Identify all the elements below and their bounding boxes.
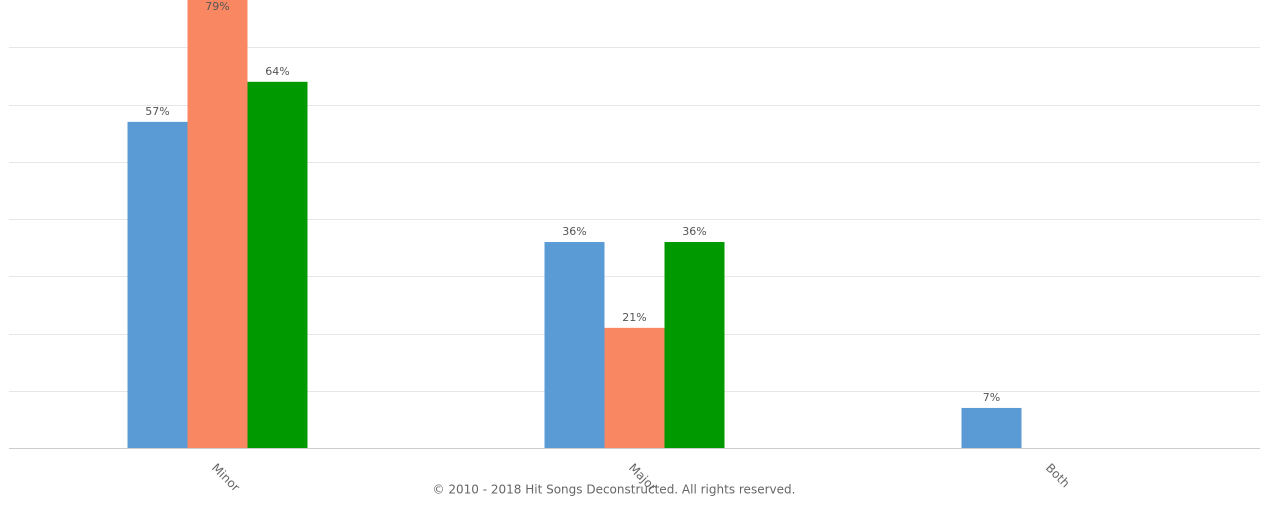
value-label: 36% [562, 225, 586, 238]
bar [247, 81, 308, 448]
bar [187, 0, 248, 448]
value-label: 36% [682, 225, 706, 238]
credits: © 2010 - 2018 Hit Songs Deconstructed. A… [433, 483, 796, 497]
value-label: 79% [205, 0, 229, 13]
bar [664, 242, 725, 448]
value-label: 7% [983, 391, 1000, 404]
bars [127, 0, 1022, 449]
bar [604, 327, 665, 448]
value-label: 57% [145, 105, 169, 118]
x-tick-label: Minor [209, 461, 243, 495]
value-label: 64% [265, 65, 289, 78]
value-label: 21% [622, 311, 646, 324]
bar [544, 242, 605, 448]
bar [127, 121, 188, 449]
x-tick-label: Both [1043, 461, 1073, 491]
bar [961, 407, 1022, 448]
